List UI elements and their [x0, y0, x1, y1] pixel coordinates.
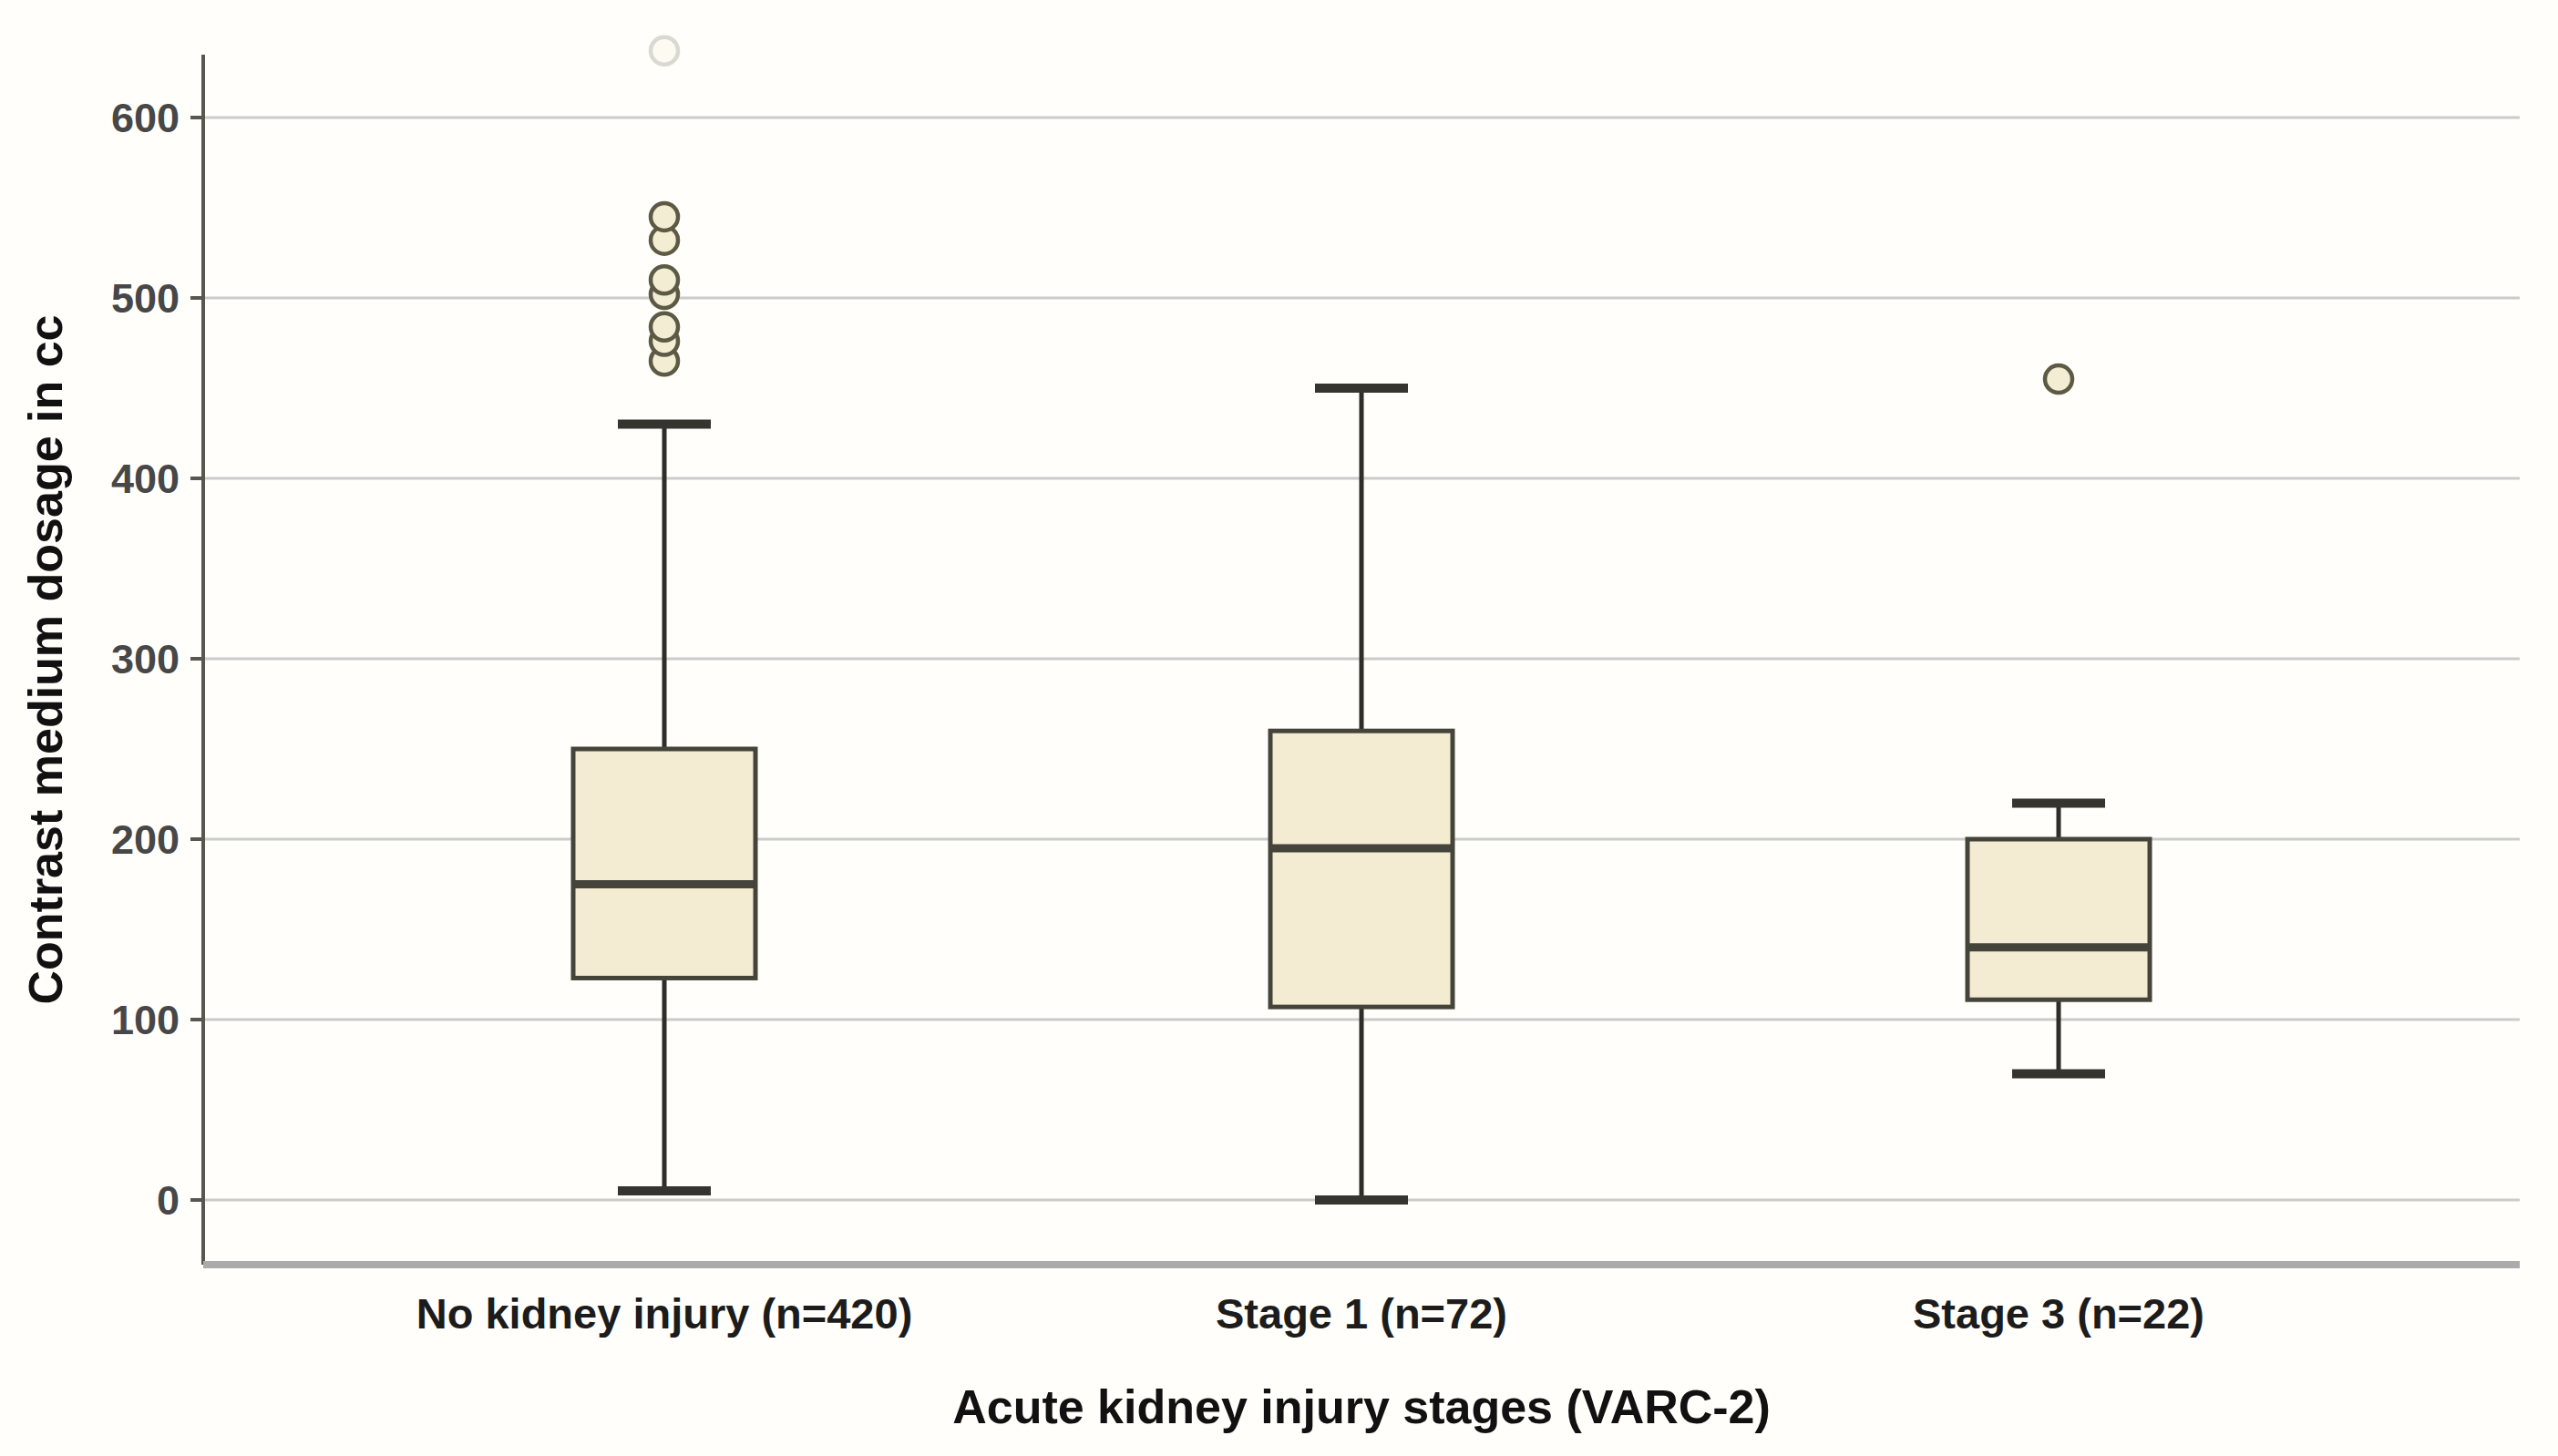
boxplot-chart-page: 0 100 200 300 400 500 600 No kidney injury (n=4…: [0, 0, 2558, 1456]
iqr-box: [573, 749, 755, 978]
outlier-point-faded: [651, 37, 678, 65]
x-category-label: Stage 1 (n=72): [1216, 1289, 1507, 1338]
iqr-box: [1270, 731, 1453, 1007]
chart-background: [0, 0, 2558, 1456]
boxplot-chart: 0 100 200 300 400 500 600 No kidney injury (n=4…: [0, 0, 2558, 1456]
iqr-box: [1967, 839, 2150, 1000]
y-tick-label-600: 600: [111, 95, 180, 141]
outlier-point: [651, 203, 678, 231]
x-category-label: No kidney injury (n=420): [416, 1289, 913, 1338]
y-tick-label-200: 200: [111, 816, 180, 863]
y-tick-label-400: 400: [111, 456, 180, 502]
y-tick-label-100: 100: [111, 997, 180, 1043]
y-tick-label-0: 0: [157, 1177, 180, 1224]
x-category-label: Stage 3 (n=22): [1913, 1289, 2204, 1338]
outlier-point: [651, 313, 678, 341]
x-axis-title: Acute kidney injury stages (VARC-2): [952, 1380, 1771, 1433]
y-tick-label-500: 500: [111, 275, 180, 322]
y-tick-label-300: 300: [111, 636, 180, 682]
outlier-point: [2045, 365, 2072, 393]
y-axis-title: Contrast medium dosage in cc: [19, 314, 72, 1004]
outlier-point: [651, 266, 678, 293]
